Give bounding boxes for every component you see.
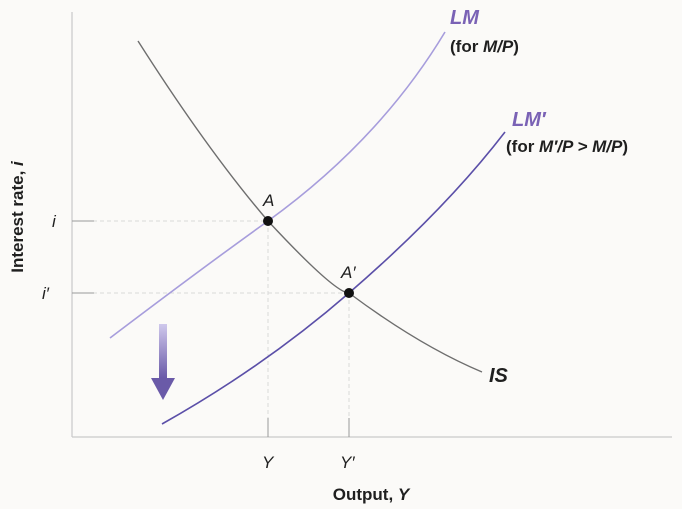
point-a-prime-label: A′ [340,263,356,282]
is-label: IS [489,365,509,387]
lm-prime-label: LM′ [512,109,547,131]
lm-prime-note-var: M′/P > M/P [539,137,623,156]
tick-label-i: i [52,212,57,231]
lm-label: LM [450,7,480,29]
lm-prime-curve [161,131,506,425]
lm-note-close: ) [513,37,519,56]
lm-note-var: M/P [483,37,514,56]
y-axis-title-text: Interest rate, [8,166,27,273]
down-arrow-icon [151,324,175,400]
y-axis-title: Interest rate, i [8,160,27,273]
x-axis-title-text: Output, [333,485,398,504]
lm-prime-note-close: ) [622,137,628,156]
x-axis-title-var: Y [398,485,411,504]
x-axis-title: Output, Y [333,485,411,504]
lm-prime-note-open: (for [506,137,539,156]
point-a-prime [344,288,354,298]
point-a [263,216,273,226]
lm-curve [109,31,446,339]
is-curve [137,40,483,373]
lm-note: (for M/P) [450,37,519,56]
lm-note-open: (for [450,37,483,56]
tick-label-y-prime: Y′ [340,453,355,472]
tick-label-i-prime: i′ [42,284,50,303]
tick-label-y: Y [262,453,275,472]
point-a-label: A [262,191,274,210]
lm-prime-note: (for M′/P > M/P) [506,137,628,156]
y-axis-title-var: i [8,160,27,166]
